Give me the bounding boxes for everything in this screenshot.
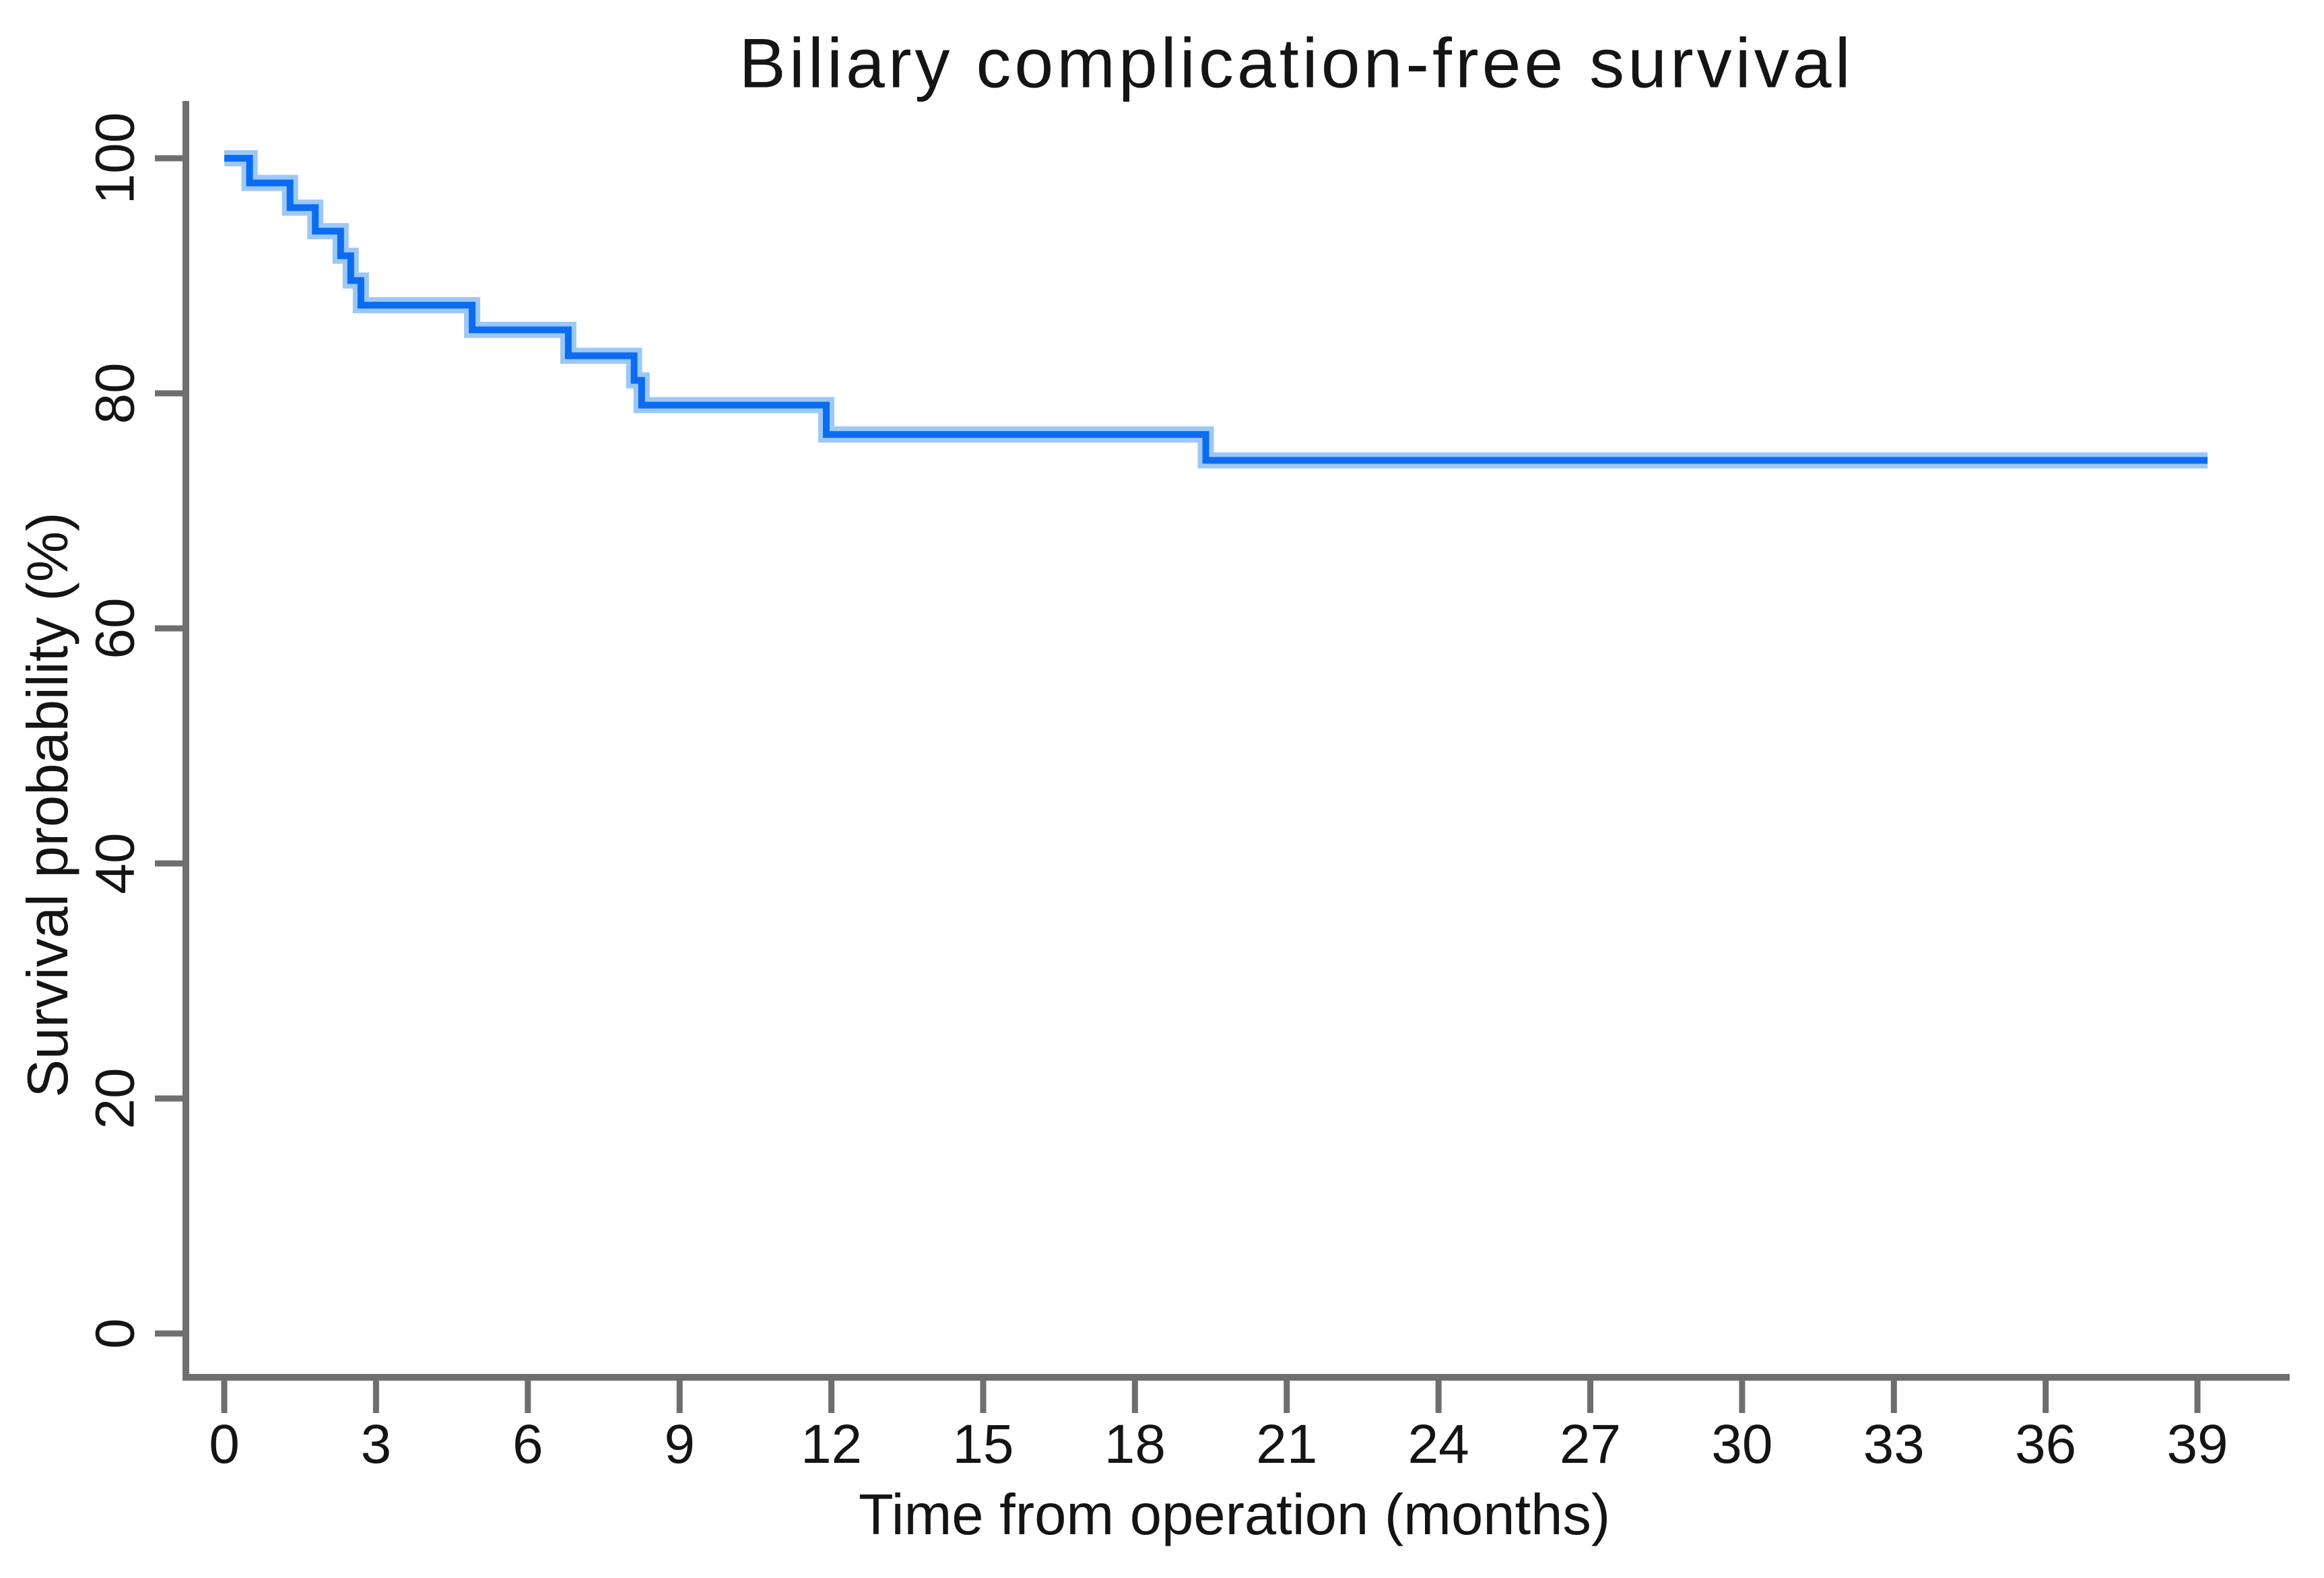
x-tick-label: 21 xyxy=(1256,1414,1317,1475)
km-curve xyxy=(224,155,2208,464)
y-tick-label: 0 xyxy=(85,1318,146,1349)
x-tick-label: 15 xyxy=(952,1414,1014,1475)
x-tick-label: 36 xyxy=(2015,1414,2076,1475)
x-axis-title: Time from operation (months) xyxy=(858,1483,1611,1547)
x-tick-label: 33 xyxy=(1863,1414,1925,1475)
x-tick-label: 9 xyxy=(664,1414,695,1475)
x-tick-label: 24 xyxy=(1408,1414,1469,1475)
y-tick-label: 60 xyxy=(85,597,146,659)
x-tick-label: 6 xyxy=(512,1414,543,1475)
x-tick-label: 3 xyxy=(361,1414,392,1475)
x-tick-label: 18 xyxy=(1104,1414,1166,1475)
x-tick-label: 30 xyxy=(1711,1414,1772,1475)
x-tick-label: 27 xyxy=(1560,1414,1621,1475)
x-tick-label: 12 xyxy=(801,1414,862,1475)
chart-title: Biliary complication-free survival xyxy=(739,24,1854,103)
x-tick-label: 0 xyxy=(209,1414,240,1475)
x-tick-label: 39 xyxy=(2166,1414,2228,1475)
km-curve-halo xyxy=(224,150,2208,469)
y-tick-label: 40 xyxy=(85,832,146,894)
y-tick-label: 100 xyxy=(85,112,146,205)
y-tick-label: 20 xyxy=(85,1067,146,1129)
y-tick-label: 80 xyxy=(85,362,146,424)
